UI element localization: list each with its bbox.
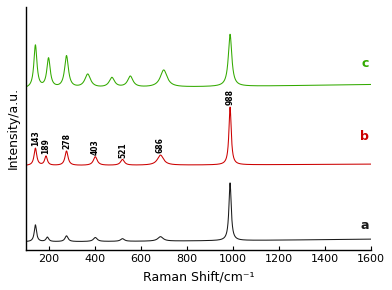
Text: a: a [360,219,369,232]
Text: 403: 403 [91,139,100,155]
Text: 143: 143 [31,130,40,146]
X-axis label: Raman Shift/cm⁻¹: Raman Shift/cm⁻¹ [143,270,254,283]
Text: c: c [361,57,369,70]
Text: 278: 278 [62,133,71,149]
Text: 988: 988 [225,89,234,105]
Text: b: b [360,130,369,143]
Text: 521: 521 [118,142,127,157]
Y-axis label: Intensity/a.u.: Intensity/a.u. [7,87,20,169]
Text: 686: 686 [156,137,165,153]
Text: 189: 189 [42,138,51,154]
